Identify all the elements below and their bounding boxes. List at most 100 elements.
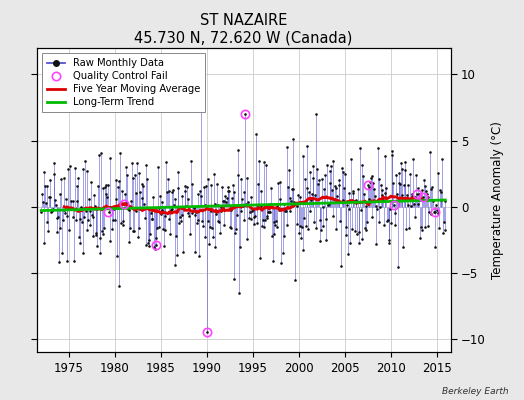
Point — [160, 243, 168, 250]
Point — [319, 204, 328, 210]
Point — [86, 222, 94, 228]
Point — [110, 206, 118, 213]
Point — [365, 196, 374, 202]
Point — [145, 236, 153, 243]
Point — [89, 214, 97, 220]
Point — [361, 225, 369, 231]
Point — [133, 160, 141, 166]
Point — [332, 226, 341, 232]
Point — [261, 162, 270, 168]
Point — [403, 182, 412, 188]
Point — [337, 165, 346, 172]
Point — [397, 160, 405, 166]
Point — [256, 188, 265, 194]
Point — [157, 211, 165, 217]
Point — [191, 212, 200, 218]
Point — [303, 185, 311, 192]
Point — [312, 225, 321, 232]
Point — [314, 180, 322, 187]
Point — [281, 208, 289, 214]
Point — [200, 184, 208, 190]
Point — [189, 208, 197, 214]
Point — [223, 188, 232, 194]
Point — [182, 203, 190, 209]
Point — [279, 233, 288, 239]
Point — [152, 242, 160, 248]
Point — [253, 202, 261, 208]
Point — [383, 218, 391, 225]
Point — [336, 218, 344, 224]
Point — [380, 153, 389, 160]
Point — [327, 163, 335, 170]
Point — [117, 220, 125, 226]
Point — [190, 205, 198, 211]
Point — [115, 283, 124, 289]
Point — [268, 233, 276, 240]
Point — [243, 236, 251, 242]
Point — [334, 182, 343, 188]
Point — [263, 212, 271, 219]
Point — [323, 162, 331, 168]
Point — [109, 216, 117, 223]
Point — [143, 176, 151, 182]
Point — [72, 182, 81, 189]
Point — [103, 194, 112, 200]
Point — [271, 218, 280, 224]
Point — [188, 181, 196, 188]
Point — [122, 163, 130, 170]
Point — [41, 182, 49, 189]
Point — [286, 208, 294, 214]
Point — [333, 193, 341, 199]
Point — [275, 207, 283, 213]
Point — [211, 244, 220, 250]
Point — [249, 221, 258, 228]
Point — [392, 172, 400, 178]
Point — [58, 250, 66, 256]
Point — [161, 212, 170, 219]
Point — [145, 243, 154, 249]
Point — [400, 167, 409, 174]
Point — [53, 228, 62, 235]
Point — [217, 208, 226, 214]
Point — [318, 176, 326, 183]
Point — [39, 199, 47, 205]
Point — [90, 192, 99, 198]
Point — [387, 152, 396, 158]
Point — [163, 189, 171, 196]
Point — [403, 192, 411, 198]
Point — [38, 190, 46, 197]
Point — [150, 243, 158, 250]
Point — [420, 177, 428, 183]
Point — [397, 166, 406, 172]
Point — [347, 156, 355, 163]
Point — [420, 224, 429, 230]
Point — [298, 224, 306, 230]
Point — [130, 172, 139, 178]
Point — [260, 159, 269, 165]
Point — [380, 222, 388, 228]
Point — [391, 222, 400, 228]
Point — [160, 227, 169, 234]
Point — [389, 180, 397, 186]
Point — [414, 185, 423, 192]
Point — [51, 197, 59, 203]
Legend: Raw Monthly Data, Quality Control Fail, Five Year Moving Average, Long-Term Tren: Raw Monthly Data, Quality Control Fail, … — [42, 53, 205, 112]
Point — [233, 212, 241, 218]
Point — [349, 190, 357, 196]
Point — [360, 191, 368, 197]
Point — [399, 244, 407, 251]
Point — [294, 191, 302, 198]
Point — [138, 181, 147, 187]
Point — [170, 202, 178, 208]
Point — [201, 202, 210, 208]
Point — [287, 198, 296, 204]
Point — [308, 191, 316, 198]
Point — [151, 234, 160, 241]
Point — [171, 196, 180, 202]
Point — [297, 235, 305, 242]
Point — [390, 210, 399, 216]
Point — [56, 225, 64, 231]
Point — [208, 182, 216, 188]
Point — [438, 156, 446, 162]
Point — [79, 250, 87, 256]
